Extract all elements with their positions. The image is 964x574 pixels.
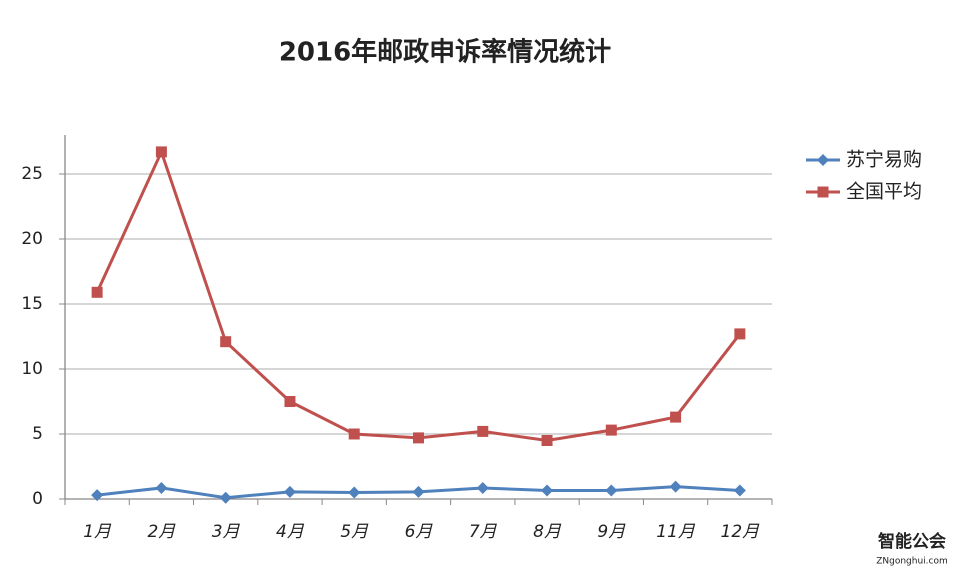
data-point [283, 485, 296, 498]
data-point [605, 484, 618, 497]
y-tick-label: 0 [32, 489, 43, 509]
data-point [670, 411, 682, 423]
x-tick-label: 7月 [469, 522, 498, 542]
data-point [220, 336, 232, 348]
data-point [348, 428, 360, 440]
x-tick-label: 1月 [83, 522, 112, 542]
x-tick-label: 9月 [597, 522, 626, 542]
data-point [155, 481, 168, 494]
y-tick-label: 10 [21, 359, 43, 379]
data-point [541, 484, 554, 497]
series-line [95, 147, 742, 443]
x-tick-label: 12月 [721, 522, 761, 542]
watermark-logo: 智能公会 [878, 531, 946, 552]
x-tick-label: 5月 [340, 522, 369, 542]
y-tick-label: 25 [21, 164, 43, 184]
data-point [733, 484, 746, 497]
data-point [605, 424, 617, 436]
x-tick-label: 11月 [656, 522, 696, 542]
data-point [669, 480, 682, 493]
x-tick-label: 2月 [147, 522, 176, 542]
x-tick-label: 8月 [533, 522, 562, 542]
data-point [412, 485, 425, 498]
legend-label: 全国平均 [846, 181, 922, 203]
data-point [734, 328, 746, 340]
data-point [91, 286, 103, 298]
data-point [413, 432, 424, 444]
data-point [155, 146, 167, 158]
x-tick-label: 3月 [212, 522, 241, 542]
y-tick-label: 20 [21, 229, 43, 249]
data-point [348, 486, 361, 499]
data-point [477, 425, 489, 437]
y-tick-label: 15 [21, 294, 43, 314]
legend-marker [817, 186, 829, 198]
chart-title: 2016年邮政申诉率情况统计 [279, 37, 611, 68]
data-point [476, 481, 489, 494]
x-tick-label: 4月 [276, 522, 305, 542]
watermark-url: ZNgonghui.com [876, 557, 948, 567]
legend-label: 苏宁易购 [846, 149, 922, 171]
x-tick-label: 6月 [405, 522, 434, 542]
data-point [219, 491, 232, 504]
data-point [541, 435, 553, 446]
y-tick-label: 5 [32, 424, 43, 444]
data-point [91, 489, 104, 502]
data-point [284, 396, 296, 407]
legend-marker [817, 154, 829, 166]
